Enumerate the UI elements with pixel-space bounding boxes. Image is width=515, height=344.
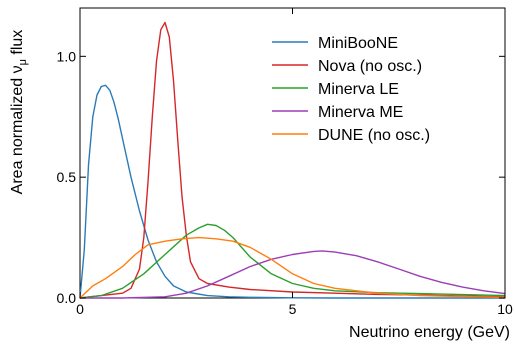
y-tick-label: 0.5: [57, 169, 77, 185]
x-axis-title: Neutrino energy (GeV): [349, 324, 510, 341]
legend-label-0: MiniBooNE: [318, 35, 398, 52]
y-axis-title-nu: ν: [9, 65, 26, 73]
x-tick-label: 0: [76, 301, 84, 317]
legend-label-4: DUNE (no osc.): [318, 127, 430, 144]
y-axis-title-mu-subscript: μ: [17, 59, 29, 65]
y-tick-label: 0.0: [57, 290, 77, 306]
series-line-1: [79, 21, 506, 299]
series-line-0: [79, 84, 505, 299]
legend-label-3: Minerva ME: [318, 104, 403, 121]
series-line-3: [80, 250, 506, 299]
legend-label-1: Nova (no osc.): [318, 58, 422, 75]
legend: MiniBooNE Nova (no osc.) Minerva LE Minerva…: [272, 35, 430, 144]
x-tick-label: 10: [497, 301, 513, 317]
series-line-4: [79, 236, 506, 299]
y-tick-label: 1.0: [57, 48, 77, 64]
y-axis-title-main: Area normalized: [9, 73, 26, 194]
axes-layer: 0 5 10 0.0 0.5 1.0: [57, 8, 513, 317]
x-tick-label: 5: [289, 301, 297, 317]
series-layer: [79, 21, 506, 299]
legend-label-2: Minerva LE: [318, 81, 399, 98]
y-axis-title-flux: flux: [9, 30, 26, 59]
y-axis-title: Area normalized νμ flux: [9, 30, 29, 195]
